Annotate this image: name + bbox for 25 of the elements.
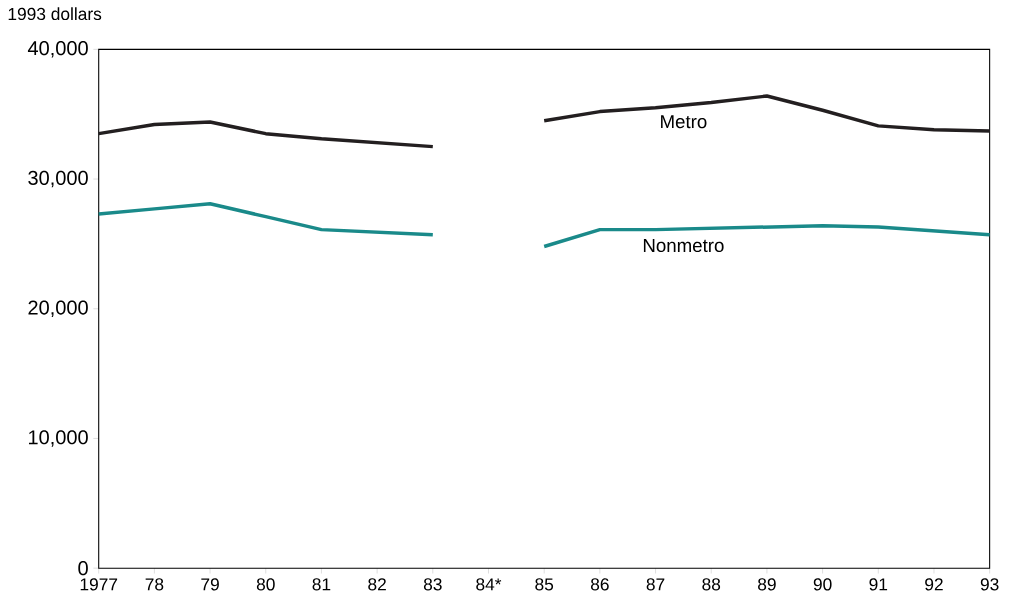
x-tick-label: 92: [925, 578, 943, 591]
y-tick-label: 0: [78, 561, 88, 576]
x-tick-label: 93: [980, 578, 999, 591]
x-tick-label: 84*: [476, 578, 502, 591]
y-tick-label: 20,000: [28, 300, 88, 318]
x-tick-label: 90: [813, 578, 832, 591]
x-tick-label: 78: [145, 578, 164, 591]
y-tick-label: 40,000: [27, 41, 88, 58]
series-label: Metro: [661, 115, 707, 129]
x-tick-label: 85: [535, 578, 554, 591]
x-tick-label: 79: [201, 578, 219, 591]
y-axis-title: 1993 dollars: [8, 7, 102, 21]
x-tick-label: 89: [758, 578, 776, 591]
y-tick-label: 30,000: [28, 170, 88, 188]
x-tick-label: 80: [256, 578, 275, 591]
x-tick-label: 87: [646, 578, 665, 591]
x-tick-label: 81: [312, 578, 331, 591]
x-tick-label: 91: [869, 578, 888, 591]
x-tick-label: 82: [368, 578, 386, 591]
x-tick-label: 86: [590, 578, 609, 591]
y-tick-label: 10,000: [29, 430, 88, 447]
x-tick-label: 83: [423, 578, 442, 591]
x-tick-label: 1977: [80, 578, 118, 591]
series-label: Nonmetro: [643, 239, 724, 253]
x-tick-label: 88: [702, 578, 721, 591]
